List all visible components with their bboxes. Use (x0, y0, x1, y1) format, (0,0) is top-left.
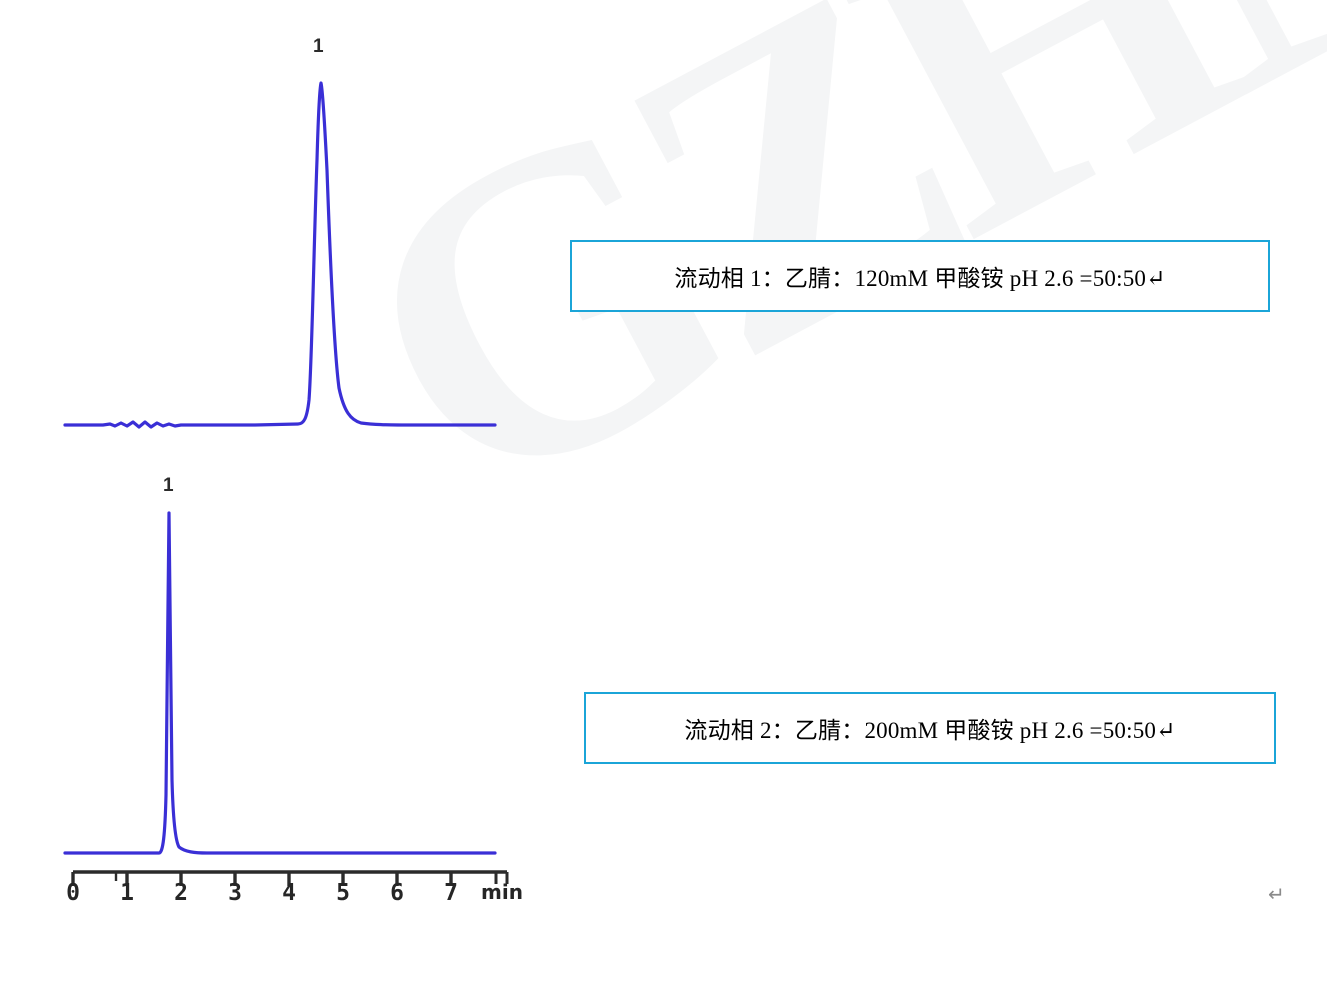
peak-label-bottom: 1 (163, 475, 174, 496)
peak-label-top: 1 (313, 36, 324, 57)
x-tick-label-0: 0 (66, 880, 80, 906)
x-tick-label-4: 4 (282, 880, 296, 906)
x-axis-ruler (71, 870, 509, 886)
callout-mobile-phase-1[interactable]: 流动相 1：乙腈：120mM 甲酸铵 pH 2.6 =50:50↵ (570, 240, 1270, 312)
x-tick-label-6: 6 (390, 880, 404, 906)
chromatogram-top (55, 20, 525, 440)
callout-mobile-phase-2-text: 流动相 2：乙腈：200mM 甲酸铵 pH 2.6 =50:50↵ (684, 718, 1176, 743)
chromatogram-bottom (55, 465, 525, 865)
x-tick-label-2: 2 (174, 880, 188, 906)
x-axis-unit-label: min (481, 880, 523, 904)
x-axis (55, 862, 525, 922)
callout-mobile-phase-1-text: 流动相 1：乙腈：120mM 甲酸铵 pH 2.6 =50:50↵ (674, 266, 1166, 291)
x-tick-label-3: 3 (228, 880, 242, 906)
chromatogram-bottom-trace (63, 511, 497, 855)
paragraph-return-mark: ↵ (1268, 882, 1285, 906)
chromatogram-top-trace (63, 81, 497, 429)
x-tick-label-1: 1 (120, 880, 134, 906)
chromatogram-bottom-plot (63, 511, 497, 855)
callout-mobile-phase-2[interactable]: 流动相 2：乙腈：200mM 甲酸铵 pH 2.6 =50:50↵ (584, 692, 1276, 764)
chromatogram-top-plot (63, 81, 497, 429)
x-tick-label-5: 5 (336, 880, 350, 906)
x-tick-label-7: 7 (444, 880, 458, 906)
x-axis-tick-labels: 0 1 2 3 4 5 6 7 min (55, 880, 525, 914)
